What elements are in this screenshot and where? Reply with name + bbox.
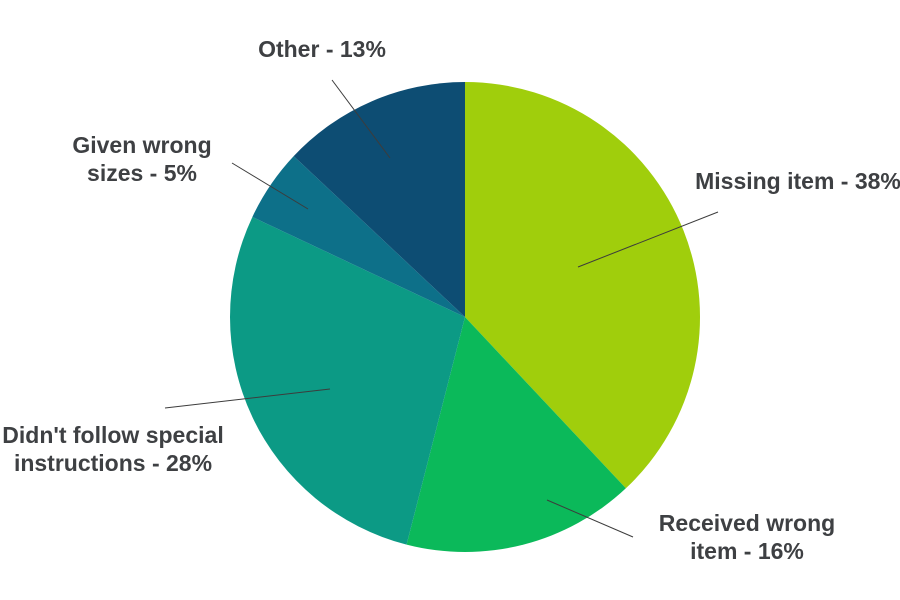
pie-slice-other <box>293 82 465 317</box>
pie-slice-given-wrong-sizes <box>252 156 465 317</box>
slice-label-other: Other - 13% <box>258 35 386 63</box>
slice-label-line: Other - 13% <box>258 36 386 62</box>
leader-line-given-wrong-sizes <box>231 162 309 210</box>
slice-label-line: item - 16% <box>690 538 804 564</box>
leader-lines <box>164 79 719 538</box>
leader-line-didnt-follow-special-instructions <box>164 388 331 409</box>
pie-slice-didn-t-follow-special-instructions <box>230 216 465 545</box>
pie-slice-missing-item <box>465 82 701 489</box>
pie-slices <box>230 82 701 553</box>
slice-label-didnt-follow-special-instructions: Didn't follow special instructions - 28% <box>2 421 223 477</box>
slice-label-line: Missing item - 38% <box>695 168 900 194</box>
slice-label-line: Given wrong <box>72 132 212 158</box>
slice-label-line: Received wrong <box>658 510 836 536</box>
slice-label-line: sizes - 5% <box>87 160 197 186</box>
slice-label-line: Didn't follow special <box>2 422 224 448</box>
leader-line-received-wrong-item <box>546 499 634 538</box>
pie-slice-received-wrong-item <box>406 317 626 553</box>
leader-line-missing-item <box>577 211 719 268</box>
leader-line-other <box>331 79 391 159</box>
slice-label-line: instructions - 28% <box>13 450 213 476</box>
slice-label-missing-item: Missing item - 38% <box>695 167 900 195</box>
slice-label-given-wrong-sizes: Given wrong sizes - 5% <box>72 131 211 187</box>
slice-label-received-wrong-item: Received wrong item - 16% <box>659 509 835 565</box>
